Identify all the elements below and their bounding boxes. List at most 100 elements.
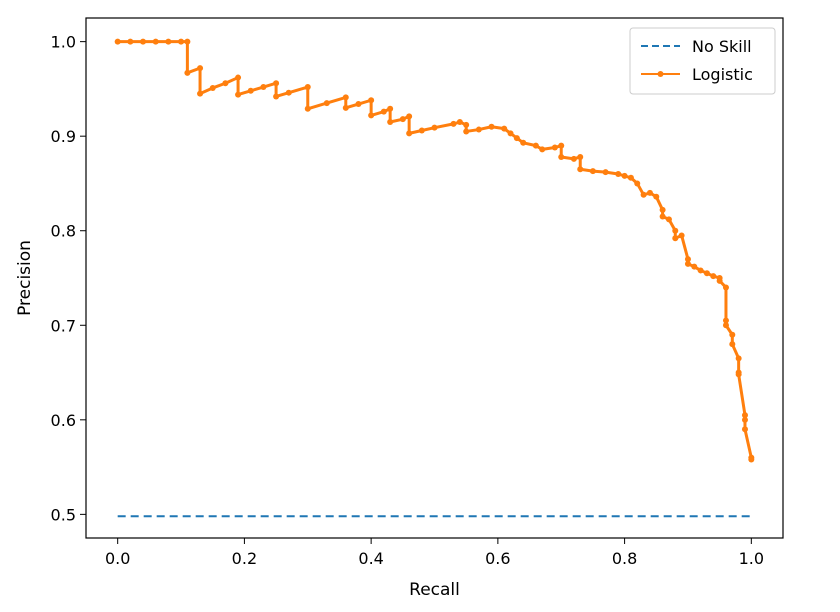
legend-logistic-label: Logistic [692, 65, 753, 84]
legend-logistic-marker [657, 71, 664, 77]
logistic-point [406, 113, 413, 120]
logistic-point [380, 108, 387, 115]
logistic-point [273, 80, 280, 87]
logistic-point [716, 277, 723, 284]
logistic-point [558, 153, 565, 160]
logistic-point [197, 65, 204, 72]
logistic-point [659, 213, 666, 220]
logistic-point [602, 169, 609, 176]
logistic-point [165, 38, 172, 45]
logistic-point [722, 322, 729, 329]
logistic-point [735, 371, 742, 378]
logistic-point [722, 284, 729, 291]
logistic-point [387, 105, 394, 112]
logistic-point [741, 416, 748, 423]
logistic-point [463, 128, 470, 135]
x-tick-label: 0.2 [232, 549, 257, 568]
logistic-point [342, 104, 349, 111]
y-axis-ticks: 0.5 0.6 0.7 0.8 0.9 1.0 [51, 33, 86, 524]
logistic-point [140, 38, 147, 45]
logistic-point [558, 142, 565, 149]
logistic-point [209, 84, 216, 91]
logistic-point [456, 119, 463, 125]
logistic-point [418, 127, 425, 134]
logistic-point [532, 142, 539, 149]
logistic-point [684, 260, 691, 267]
logistic-point [450, 120, 457, 127]
plot-background [86, 18, 783, 538]
logistic-point [722, 317, 729, 324]
x-tick-label: 0.6 [485, 549, 510, 568]
legend-frame [629, 27, 776, 95]
logistic-point [551, 144, 558, 151]
x-axis-ticks: 0.0 0.2 0.4 0.6 0.8 1.0 [105, 538, 764, 568]
logistic-point [640, 191, 647, 198]
logistic-point [735, 355, 742, 362]
logistic-point [697, 267, 704, 274]
plot-frame [85, 17, 784, 539]
logistic-point [653, 193, 660, 200]
logistic-point [406, 130, 413, 137]
logistic-point [178, 38, 185, 45]
logistic-point [539, 146, 546, 153]
logistic-point [273, 93, 280, 100]
logistic-point [368, 112, 375, 119]
logistic-point [672, 227, 679, 234]
logistic-point [304, 105, 311, 112]
logistic-point [748, 456, 755, 463]
logistic-point [431, 124, 438, 131]
logistic-point [627, 174, 634, 181]
logistic-point [127, 38, 134, 45]
logistic-point [729, 341, 736, 348]
logistic-point [646, 189, 653, 196]
logistic-point [184, 69, 191, 76]
y-tick-label: 0.8 [51, 222, 76, 241]
legend-no-skill-label: No Skill [692, 37, 752, 56]
logistic-point [488, 123, 495, 130]
x-tick-label: 1.0 [739, 549, 764, 568]
logistic-point [577, 166, 584, 173]
logistic-point [355, 101, 362, 108]
legend: No Skill Logistic [629, 27, 776, 95]
logistic-point [615, 171, 622, 177]
logistic-point [659, 206, 666, 213]
logistic-point [665, 216, 672, 223]
logistic-point [247, 87, 254, 94]
logistic-point [710, 273, 717, 280]
y-axis-label: Precision [15, 240, 35, 316]
x-tick-label: 0.4 [358, 549, 383, 568]
logistic-point [589, 168, 596, 175]
logistic-point [691, 263, 698, 270]
y-tick-label: 0.7 [51, 316, 76, 335]
logistic-point [634, 180, 641, 187]
logistic-point [570, 155, 577, 162]
logistic-point [114, 38, 121, 45]
logistic-point [729, 331, 736, 338]
y-tick-label: 0.5 [51, 505, 76, 524]
logistic-point [323, 100, 330, 107]
logistic-point [513, 135, 520, 142]
logistic-point [520, 139, 527, 146]
logistic-point [152, 38, 159, 45]
logistic-point [577, 153, 584, 160]
logistic-point [399, 116, 406, 123]
logistic-point [507, 130, 514, 137]
logistic-point [684, 256, 691, 263]
x-tick-label: 0.8 [612, 549, 637, 568]
series-layer [114, 38, 755, 518]
logistic-point [501, 125, 508, 132]
logistic-point [184, 38, 191, 45]
logistic-point [621, 172, 628, 179]
logistic-point [260, 84, 267, 91]
logistic-point [678, 232, 685, 239]
logistic-point [387, 119, 394, 125]
logistic-point [235, 91, 242, 98]
logistic-point [197, 90, 204, 97]
logistic-point [475, 126, 482, 133]
logistic-point [741, 412, 748, 419]
logistic-point [368, 97, 375, 104]
logistic-point [222, 80, 229, 87]
logistic-point [463, 121, 470, 128]
logistic-point [285, 89, 292, 96]
